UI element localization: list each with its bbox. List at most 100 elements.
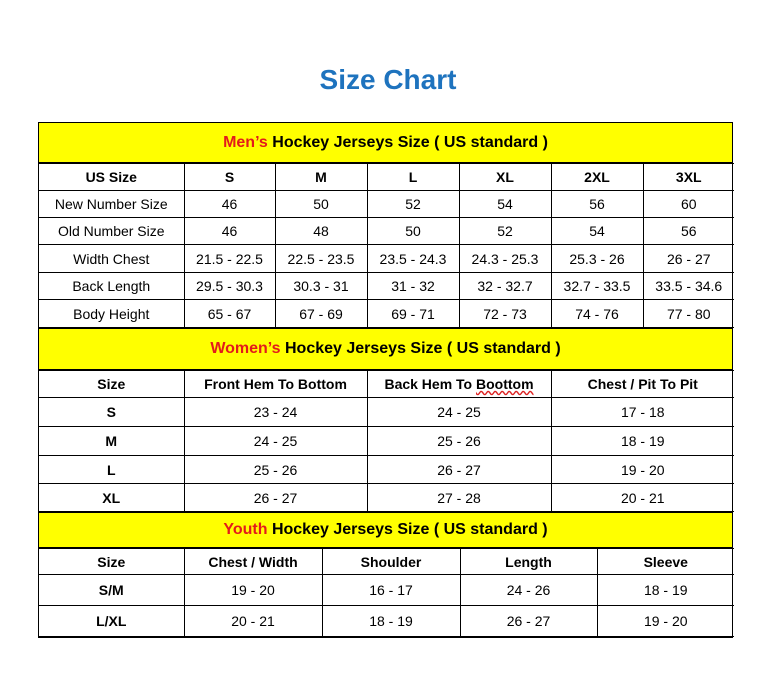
column-header: S bbox=[183, 163, 276, 191]
table-row: Body Height 65 - 67 67 - 69 69 - 71 72 - 73 7… bbox=[39, 299, 734, 328]
table-row: S/M 19 - 20 16 - 17 24 - 26 18 - 19 bbox=[39, 574, 734, 606]
table-cell: 26 - 27 bbox=[183, 483, 368, 512]
table-cell: 24 - 25 bbox=[183, 426, 368, 456]
women-size-table: Size Front Hem To Bottom Back Hem To Boott… bbox=[39, 370, 734, 512]
table-cell: 29.5 - 30.3 bbox=[183, 272, 276, 300]
table-cell: 60 bbox=[642, 190, 734, 218]
table-cell: New Number Size bbox=[39, 190, 185, 218]
youth-section-heading: Youth Hockey Jerseys Size ( US standard … bbox=[39, 512, 732, 548]
column-header: Size bbox=[39, 548, 185, 575]
table-cell: 56 bbox=[642, 217, 734, 245]
table-cell: 24 - 26 bbox=[459, 574, 598, 606]
header-row: Size Front Hem To Bottom Back Hem To Boott… bbox=[39, 370, 734, 398]
table-cell: 18 - 19 bbox=[596, 574, 734, 606]
table-cell: 50 bbox=[366, 217, 460, 245]
table-cell: 21.5 - 22.5 bbox=[183, 244, 276, 273]
table-cell: 22.5 - 23.5 bbox=[274, 244, 368, 273]
table-cell: 25 - 26 bbox=[183, 455, 368, 484]
table-cell: 52 bbox=[366, 190, 460, 218]
men-size-table: US Size S M L XL 2XL 3XL New Number Size 46 50 52 5… bbox=[39, 163, 734, 328]
table-cell: 33.5 - 34.6 bbox=[642, 272, 734, 300]
table-cell: S/M bbox=[39, 574, 185, 606]
table-cell: 18 - 19 bbox=[321, 605, 461, 637]
table-cell: XL bbox=[39, 483, 185, 512]
table-cell: 65 - 67 bbox=[183, 299, 276, 328]
table-cell: 54 bbox=[458, 190, 552, 218]
column-header: Chest / Width bbox=[183, 548, 323, 575]
table-cell: 23.5 - 24.3 bbox=[366, 244, 460, 273]
column-header: Length bbox=[459, 548, 598, 575]
youth-size-table: Size Chest / Width Shoulder Length Sleeve S/M… bbox=[39, 548, 734, 637]
column-header: Chest / Pit To Pit bbox=[550, 370, 734, 398]
table-row: XL 26 - 27 27 - 28 20 - 21 bbox=[39, 483, 734, 512]
column-header: Back Hem To Boottom bbox=[366, 370, 552, 398]
table-cell: 27 - 28 bbox=[366, 483, 552, 512]
table-cell: L/XL bbox=[39, 605, 185, 637]
header-text: Back Hem To bbox=[384, 376, 476, 392]
table-row: New Number Size 46 50 52 54 56 60 bbox=[39, 190, 734, 218]
table-cell: Body Height bbox=[39, 299, 185, 328]
table-row: M 24 - 25 25 - 26 18 - 19 bbox=[39, 426, 734, 456]
table-cell: 30.3 - 31 bbox=[274, 272, 368, 300]
table-cell: 19 - 20 bbox=[183, 574, 323, 606]
table-cell: 19 - 20 bbox=[550, 455, 734, 484]
column-header: 2XL bbox=[550, 163, 644, 191]
table-cell: S bbox=[39, 397, 185, 427]
column-header: XL bbox=[458, 163, 552, 191]
women-heading-text: Hockey Jerseys Size ( US standard ) bbox=[280, 340, 561, 357]
table-cell: Back Length bbox=[39, 272, 185, 300]
table-row: Old Number Size 46 48 50 52 54 56 bbox=[39, 217, 734, 245]
column-header: 3XL bbox=[642, 163, 734, 191]
youth-heading-text: Hockey Jerseys Size ( US standard ) bbox=[267, 521, 548, 538]
table-cell: 26 - 27 bbox=[459, 605, 598, 637]
table-cell: 50 bbox=[274, 190, 368, 218]
table-cell: 23 - 24 bbox=[183, 397, 368, 427]
table-cell: L bbox=[39, 455, 185, 484]
table-cell: 31 - 32 bbox=[366, 272, 460, 300]
table-cell: 67 - 69 bbox=[274, 299, 368, 328]
table-cell: Width Chest bbox=[39, 244, 185, 273]
table-cell: 20 - 21 bbox=[550, 483, 734, 512]
table-cell: 32 - 32.7 bbox=[458, 272, 552, 300]
men-heading-lead: Men’s bbox=[223, 134, 268, 151]
size-chart: Men’s Hockey Jerseys Size ( US standard … bbox=[38, 122, 734, 638]
table-row: S 23 - 24 24 - 25 17 - 18 bbox=[39, 397, 734, 427]
table-cell: 56 bbox=[550, 190, 644, 218]
table-cell: 20 - 21 bbox=[183, 605, 323, 637]
women-section-heading: Women’s Hockey Jerseys Size ( US standar… bbox=[39, 328, 732, 370]
table-cell: M bbox=[39, 426, 185, 456]
spellcheck-flagged-word: Boottom bbox=[476, 376, 534, 392]
header-row: US Size S M L XL 2XL 3XL bbox=[39, 163, 734, 191]
table-cell: 52 bbox=[458, 217, 552, 245]
table-cell: 26 - 27 bbox=[366, 455, 552, 484]
table-row: Width Chest 21.5 - 22.5 22.5 - 23.5 23.5 - … bbox=[39, 244, 734, 273]
table-cell: 72 - 73 bbox=[458, 299, 552, 328]
men-section-heading: Men’s Hockey Jerseys Size ( US standard … bbox=[39, 123, 732, 163]
youth-heading-lead: Youth bbox=[223, 521, 268, 538]
table-cell: 25 - 26 bbox=[366, 426, 552, 456]
table-cell: 46 bbox=[183, 217, 276, 245]
men-heading-text: Hockey Jerseys Size ( US standard ) bbox=[267, 134, 548, 151]
table-cell: 74 - 76 bbox=[550, 299, 644, 328]
table-cell: 19 - 20 bbox=[596, 605, 734, 637]
column-header: Shoulder bbox=[321, 548, 461, 575]
table-cell: 17 - 18 bbox=[550, 397, 734, 427]
table-cell: 48 bbox=[274, 217, 368, 245]
column-header: M bbox=[274, 163, 368, 191]
column-header: US Size bbox=[39, 163, 185, 191]
column-header: Sleeve bbox=[596, 548, 734, 575]
women-heading-lead: Women’s bbox=[210, 340, 281, 357]
table-cell: Old Number Size bbox=[39, 217, 185, 245]
table-cell: 24 - 25 bbox=[366, 397, 552, 427]
table-cell: 16 - 17 bbox=[321, 574, 461, 606]
table-cell: 54 bbox=[550, 217, 644, 245]
column-header: Front Hem To Bottom bbox=[183, 370, 368, 398]
table-row: L/XL 20 - 21 18 - 19 26 - 27 19 - 20 bbox=[39, 605, 734, 637]
table-cell: 24.3 - 25.3 bbox=[458, 244, 552, 273]
page-title: Size Chart bbox=[319, 64, 457, 95]
column-header: L bbox=[366, 163, 460, 191]
header-row: Size Chest / Width Shoulder Length Sleeve bbox=[39, 548, 734, 575]
table-cell: 77 - 80 bbox=[642, 299, 734, 328]
table-cell: 18 - 19 bbox=[550, 426, 734, 456]
table-cell: 32.7 - 33.5 bbox=[550, 272, 644, 300]
